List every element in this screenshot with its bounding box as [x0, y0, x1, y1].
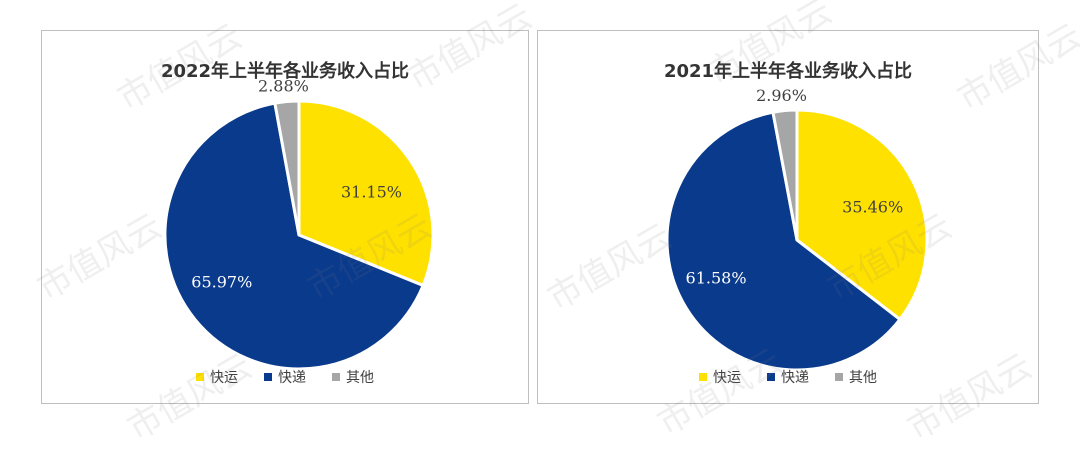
chart-title: 2021年上半年各业务收入占比 — [663, 61, 913, 82]
data-label: 31.15% — [341, 183, 402, 202]
pie-chart-2022: 31.15% 65.97% 2.88% — [163, 77, 435, 371]
legend-swatch — [196, 373, 204, 381]
legend-item-kuaiyun: 快运 — [196, 367, 238, 387]
legend-item-kuaidi: 快递 — [767, 367, 809, 387]
legend-item-kuaiyun: 快运 — [699, 367, 741, 387]
legend-item-kuaidi: 快递 — [264, 367, 306, 387]
pie-slice-kuaidi — [665, 110, 903, 372]
legend-swatch — [332, 373, 340, 381]
legend-item-other: 其他 — [835, 367, 877, 387]
chart-title: 2022年上半年各业务收入占比 — [160, 61, 410, 82]
legend: 快运 快递 其他 — [538, 367, 1038, 387]
data-label: 2.88% — [258, 77, 309, 96]
chart-panel-2022: 2022年上半年各业务收入占比 31.15% 65.97% 2.88% 快运 快递 … — [41, 30, 529, 404]
data-label: 2.96% — [756, 86, 807, 105]
legend-label: 其他 — [849, 370, 877, 386]
legend-label: 其他 — [346, 370, 374, 386]
data-label: 61.58% — [686, 268, 747, 287]
pie-slice-kuaiyun — [795, 108, 929, 322]
legend-swatch — [264, 373, 272, 381]
legend: 快运 快递 其他 — [42, 367, 528, 387]
legend-swatch — [699, 373, 707, 381]
legend-swatch — [835, 373, 843, 381]
data-label: 35.46% — [842, 198, 903, 217]
pie-slice-kuaiyun — [297, 99, 435, 288]
legend-item-other: 其他 — [332, 367, 374, 387]
pie-chart-2021: 35.46% 61.58% 2.96% — [665, 86, 929, 372]
data-label: 65.97% — [191, 272, 252, 291]
legend-swatch — [767, 373, 775, 381]
legend-label: 快运 — [210, 370, 238, 386]
pie-slice-other — [273, 99, 301, 236]
legend-label: 快递 — [278, 370, 306, 386]
legend-label: 快递 — [781, 370, 809, 386]
pie-slice-other — [771, 108, 799, 241]
chart-panel-2021: 2021年上半年各业务收入占比 35.46% 61.58% 2.96% 快运 快递 … — [537, 30, 1039, 404]
legend-label: 快运 — [713, 370, 741, 386]
pie-slice-kuaidi — [163, 101, 426, 371]
